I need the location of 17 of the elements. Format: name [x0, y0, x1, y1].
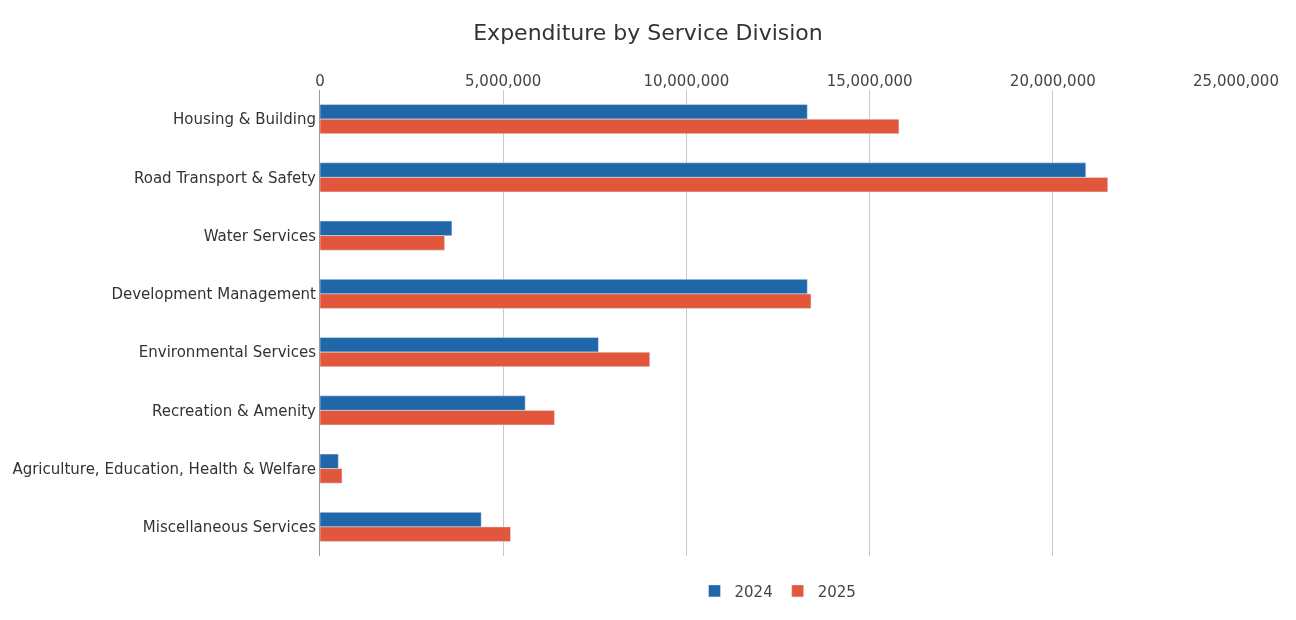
- legend-label: 2025: [817, 582, 856, 601]
- x-tick-label: 5,000,000: [465, 72, 542, 90]
- y-tick-label: Recreation & Amenity: [152, 401, 317, 420]
- x-tick-label: 15,000,000: [826, 72, 913, 90]
- y-tick-label: Housing & Building: [172, 110, 316, 129]
- legend-label: 2024: [734, 582, 773, 601]
- x-tick-label: 0: [315, 72, 325, 90]
- chart-title: Expenditure by Service Division: [473, 20, 823, 46]
- x-tick-label: 10,000,000: [643, 72, 730, 90]
- x-tick-label: 20,000,000: [1009, 72, 1096, 90]
- y-tick-label: Water Services: [203, 226, 317, 245]
- x-tick-label: 25,000,000: [1193, 72, 1279, 90]
- y-tick-label: Development Management: [111, 285, 317, 304]
- y-tick-label: Road Transport & Safety: [133, 168, 317, 187]
- y-tick-label: Agriculture, Education, Health & Welfare: [12, 459, 316, 478]
- y-tick-label: Environmental Services: [138, 343, 317, 362]
- y-tick-label: Miscellaneous Services: [142, 518, 317, 537]
